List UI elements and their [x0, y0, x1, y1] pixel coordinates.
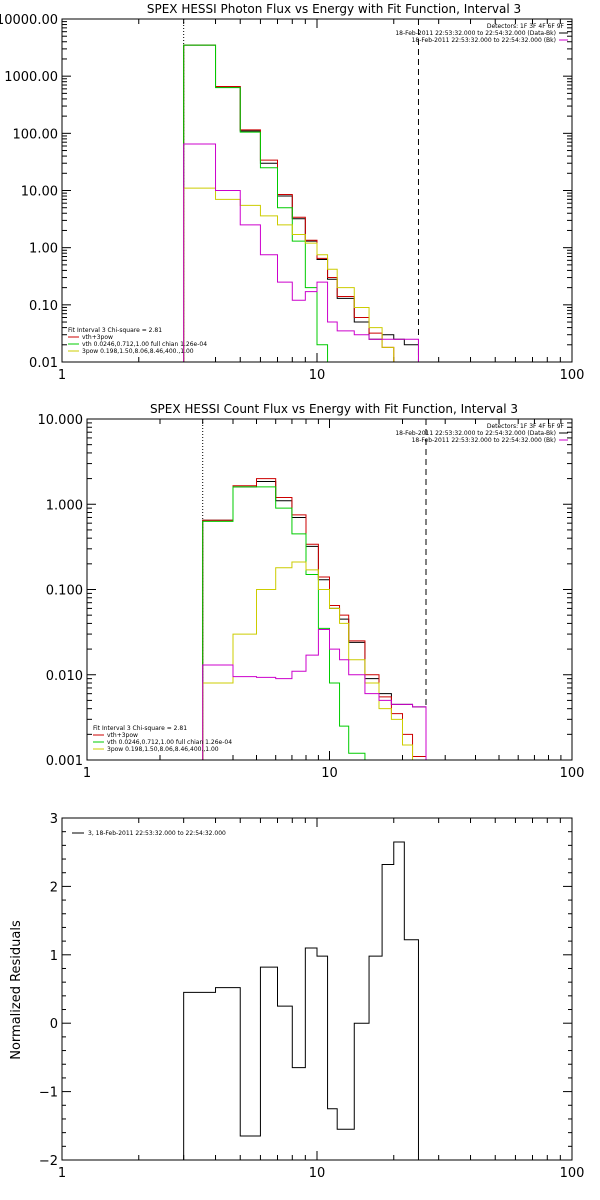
- legend-entry-text: vth 0.0246,0.712,1.00 full chian 1.26e-0…: [82, 341, 207, 348]
- legend-entry-text: 3, 18-Feb-2011 22:53:32.000 to 22:54:32.…: [88, 830, 226, 837]
- x-tick-label: 10: [309, 1166, 326, 1181]
- legend-detectors: Detectors: 1F 3F 4F 6F 9F: [487, 23, 565, 30]
- residuals-ylabel: Normalized Residuals: [9, 920, 24, 1060]
- residuals-panel: Normalized Residuals 1 10 100 −2 −1 0 1 2 3 3, 18…: [9, 812, 584, 1181]
- x-tick-label: 1: [83, 766, 91, 781]
- x-tick-label: 10: [309, 368, 326, 383]
- series-line: [183, 143, 419, 362]
- count-flux-plot-frame: [86, 418, 573, 761]
- photon-flux-title: SPEX HESSI Photon Flux vs Energy with Fi…: [147, 2, 521, 16]
- legend-entry-text: 3pow 0.198,1.50,8.06,8.46,400.,1.00: [82, 348, 194, 355]
- photon-flux-plot-frame: [61, 18, 573, 363]
- series-line: [183, 44, 419, 363]
- legend-entry-text: vth+3pow: [107, 732, 138, 739]
- y-tick-label: 0.100: [46, 584, 83, 599]
- y-tick-label: 100.00: [13, 127, 59, 142]
- y-tick-label: 0.010: [46, 669, 83, 684]
- series-line: [183, 44, 419, 362]
- x-tick-label: 100: [560, 766, 585, 781]
- series-line: [202, 486, 366, 760]
- series-line: [202, 480, 427, 760]
- series-line: [183, 187, 419, 363]
- series-line: [183, 44, 338, 363]
- legend-entry-text: vth+3pow: [82, 334, 113, 341]
- residuals-plot-frame: [61, 817, 573, 1161]
- legend-detectors: Detectors: 1F 3F 4F 6F 9F: [487, 423, 565, 430]
- y-tick-label: 3: [50, 812, 58, 827]
- y-tick-label: −1: [39, 1086, 58, 1101]
- y-tick-label: 0: [50, 1017, 58, 1032]
- legend-entry-text: 18-Feb-2011 22:53:32.000 to 22:54:32.000…: [412, 37, 556, 44]
- series-line: [202, 478, 427, 760]
- legend-fit-header: Fit Interval 3 Chi-square = 2.81: [68, 327, 162, 334]
- count-flux-title: SPEX HESSI Count Flux vs Energy with Fit…: [150, 402, 518, 416]
- y-tick-label: 10.000: [38, 413, 84, 428]
- y-tick-label: 1.000: [46, 498, 83, 513]
- legend-entry-text: vth 0.0246,0.712,1.00 full chian 1.26e-0…: [107, 739, 232, 746]
- x-tick-label: 100: [560, 368, 585, 383]
- legend-entry-text: 18-Feb-2011 22:53:32.000 to 22:54:32.000…: [395, 30, 556, 37]
- legend-entry-text: 18-Feb-2011 22:53:32.000 to 22:54:32.000…: [395, 430, 556, 437]
- x-tick-label: 100: [560, 1166, 585, 1181]
- x-tick-label: 1: [58, 1166, 66, 1181]
- y-tick-label: 10000.00: [0, 13, 58, 28]
- count-flux-panel: SPEX HESSI Count Flux vs Energy with Fit…: [38, 402, 585, 781]
- y-tick-label: 0.001: [46, 754, 83, 769]
- legend-entry-text: 3pow 0.198,1.50,8.06,8.46,400.,1.00: [107, 746, 219, 753]
- y-tick-label: 2: [50, 880, 58, 895]
- photon-flux-panel: SPEX HESSI Photon Flux vs Energy with Fi…: [0, 2, 584, 383]
- y-tick-label: 0.01: [29, 356, 58, 371]
- x-tick-label: 1: [58, 368, 66, 383]
- series-line: [183, 841, 419, 1160]
- y-tick-label: 1000.00: [4, 70, 58, 85]
- series-line: [202, 561, 426, 761]
- y-tick-label: 1.00: [29, 242, 58, 257]
- series-line: [202, 628, 427, 760]
- y-tick-label: 1: [50, 949, 58, 964]
- y-tick-label: −2: [39, 1154, 58, 1169]
- legend-fit-header: Fit Interval 3 Chi-square = 2.81: [93, 725, 187, 732]
- legend-entry-text: 18-Feb-2011 22:53:32.000 to 22:54:32.000…: [412, 437, 556, 444]
- x-tick-label: 10: [321, 766, 338, 781]
- y-tick-label: 0.10: [29, 299, 58, 314]
- y-tick-label: 10.00: [21, 185, 58, 200]
